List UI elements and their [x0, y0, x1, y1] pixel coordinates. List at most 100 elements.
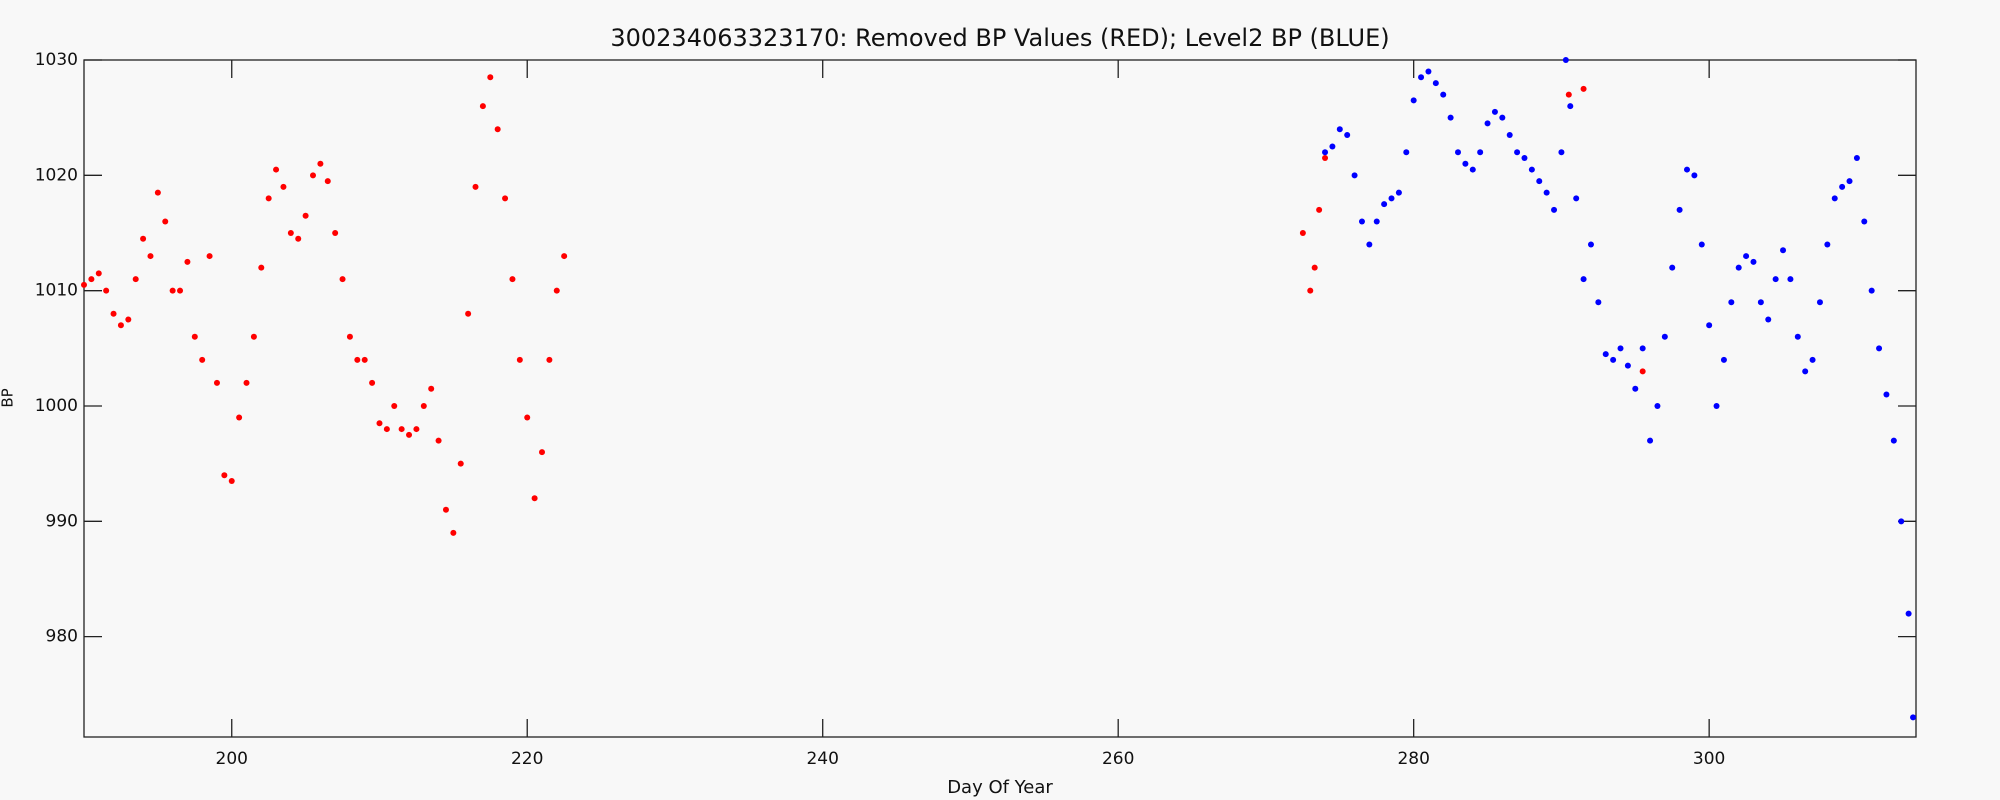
data-point — [243, 379, 250, 386]
data-point — [191, 333, 198, 340]
data-point — [1447, 114, 1454, 121]
data-point — [502, 195, 509, 202]
data-point — [206, 253, 213, 260]
data-point — [391, 402, 398, 409]
data-point — [1469, 166, 1476, 173]
data-point — [1418, 74, 1425, 81]
data-point — [1861, 218, 1868, 225]
data-point — [428, 385, 435, 392]
data-point — [1587, 241, 1594, 248]
data-point — [524, 414, 531, 421]
data-point — [1455, 149, 1461, 156]
data-point — [1506, 131, 1513, 138]
data-point — [1890, 437, 1897, 444]
data-point — [1403, 149, 1410, 156]
y-tick-label: 980 — [46, 627, 78, 647]
data-point — [1329, 143, 1336, 150]
data-point — [1602, 351, 1609, 358]
data-point — [147, 253, 154, 260]
data-point — [539, 449, 545, 456]
data-point — [561, 253, 568, 260]
data-point — [1794, 333, 1801, 340]
data-point — [1610, 356, 1617, 363]
data-point — [1684, 166, 1690, 173]
data-point — [1876, 345, 1883, 352]
plot-frame — [83, 59, 1917, 738]
data-point — [1484, 120, 1491, 127]
data-point — [1543, 189, 1550, 196]
data-point — [1536, 178, 1543, 185]
data-point — [531, 495, 538, 502]
data-point — [1462, 160, 1469, 167]
data-point — [1617, 345, 1624, 352]
x-tick-label: 280 — [1397, 749, 1429, 769]
data-point — [339, 276, 346, 283]
data-point — [1388, 195, 1395, 202]
data-point — [553, 287, 560, 294]
data-point — [479, 103, 486, 110]
data-point — [1632, 385, 1639, 392]
data-point — [1322, 149, 1329, 156]
data-point — [383, 426, 390, 433]
data-point — [1521, 155, 1528, 162]
data-point — [1567, 103, 1574, 110]
data-point — [310, 172, 316, 179]
data-point — [420, 402, 427, 409]
x-tick-label: 200 — [216, 749, 248, 769]
data-point — [184, 258, 191, 265]
data-point — [1316, 206, 1323, 213]
data-point — [487, 74, 494, 81]
data-point — [1624, 362, 1631, 369]
data-point — [1514, 149, 1521, 156]
data-point — [265, 195, 272, 202]
data-point — [1802, 368, 1809, 375]
data-point — [1395, 189, 1402, 196]
y-tick-label: 990 — [46, 511, 78, 531]
data-point — [1905, 610, 1912, 617]
data-point — [103, 287, 110, 294]
data-point — [442, 506, 449, 513]
data-point — [1595, 299, 1602, 306]
data-point — [1299, 229, 1306, 236]
data-point — [213, 379, 220, 386]
data-point — [1883, 391, 1890, 398]
data-point — [1558, 149, 1565, 156]
data-point — [81, 281, 87, 288]
data-point — [546, 356, 553, 363]
data-point — [361, 356, 368, 363]
data-point — [1676, 206, 1683, 213]
data-point — [435, 437, 442, 444]
data-point — [1846, 178, 1853, 185]
data-point — [1307, 287, 1314, 294]
data-point — [1898, 518, 1905, 525]
data-point — [369, 379, 376, 386]
data-point — [1573, 195, 1580, 202]
x-tick-label: 220 — [511, 749, 543, 769]
data-point — [1580, 85, 1587, 92]
data-point — [1831, 195, 1838, 202]
y-tick-label: 1010 — [35, 281, 78, 301]
data-point — [236, 414, 243, 421]
y-tick-label: 1020 — [35, 165, 78, 185]
data-point — [1562, 57, 1569, 63]
data-point — [1373, 218, 1380, 225]
data-point — [1477, 149, 1484, 156]
data-point — [509, 276, 516, 283]
data-point — [1654, 402, 1661, 409]
data-point — [1735, 264, 1742, 271]
data-point — [1499, 114, 1506, 121]
data-point — [1528, 166, 1535, 173]
data-point — [376, 420, 383, 427]
data-point — [1691, 172, 1698, 179]
data-point — [1713, 402, 1720, 409]
data-point — [1787, 276, 1794, 283]
data-point — [354, 356, 361, 363]
data-point — [1336, 126, 1343, 133]
data-point — [162, 218, 169, 225]
data-point — [1565, 91, 1572, 98]
data-point — [1853, 155, 1860, 162]
data-point — [88, 276, 95, 283]
data-point — [273, 166, 280, 173]
